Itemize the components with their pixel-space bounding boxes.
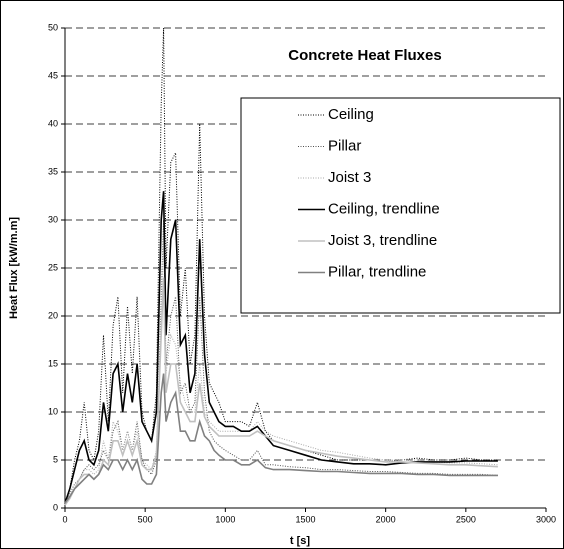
- legend-label: Ceiling: [328, 106, 374, 123]
- x-tick-label: 3000: [536, 514, 556, 524]
- y-tick-label: 40: [48, 118, 58, 128]
- x-tick-label: 2500: [456, 514, 476, 524]
- y-tick-label: 25: [48, 262, 58, 272]
- series-line: [64, 277, 498, 506]
- y-tick-label: 10: [48, 406, 58, 416]
- y-tick-label: 0: [53, 502, 58, 512]
- x-tick-label: 0: [62, 514, 67, 524]
- series-line: [64, 373, 498, 504]
- x-tick-label: 2000: [376, 514, 396, 524]
- series-line: [64, 239, 498, 506]
- series-line: [64, 191, 498, 504]
- legend-label: Joist 3, trendline: [328, 232, 437, 249]
- legend-label: Joist 3: [328, 169, 371, 186]
- legend: Ceiling Pillar Joist 3 Ceiling, trendline Jo…: [240, 97, 561, 314]
- legend-label: Ceiling, trendline: [328, 200, 440, 217]
- x-tick-label: 500: [138, 514, 153, 524]
- y-tick-label: 50: [48, 22, 58, 32]
- x-axis-label: t [s]: [290, 535, 311, 547]
- y-tick-label: 20: [48, 310, 58, 320]
- y-axis-label: Heat Flux [kW/m.m]: [8, 217, 20, 319]
- y-tick-label: 5: [53, 454, 58, 464]
- y-tick-label: 35: [48, 166, 58, 176]
- legend-label: Pillar: [328, 137, 361, 154]
- legend-label: Pillar, trendline: [328, 263, 426, 280]
- y-tick-label: 15: [48, 358, 58, 368]
- y-tick-label: 45: [48, 70, 58, 80]
- x-tick-label: 1000: [215, 514, 235, 524]
- y-tick-label: 30: [48, 214, 58, 224]
- chart-title: Concrete Heat Fluxes: [288, 47, 441, 64]
- x-tick-label: 1500: [295, 514, 315, 524]
- legend-box: [240, 97, 561, 314]
